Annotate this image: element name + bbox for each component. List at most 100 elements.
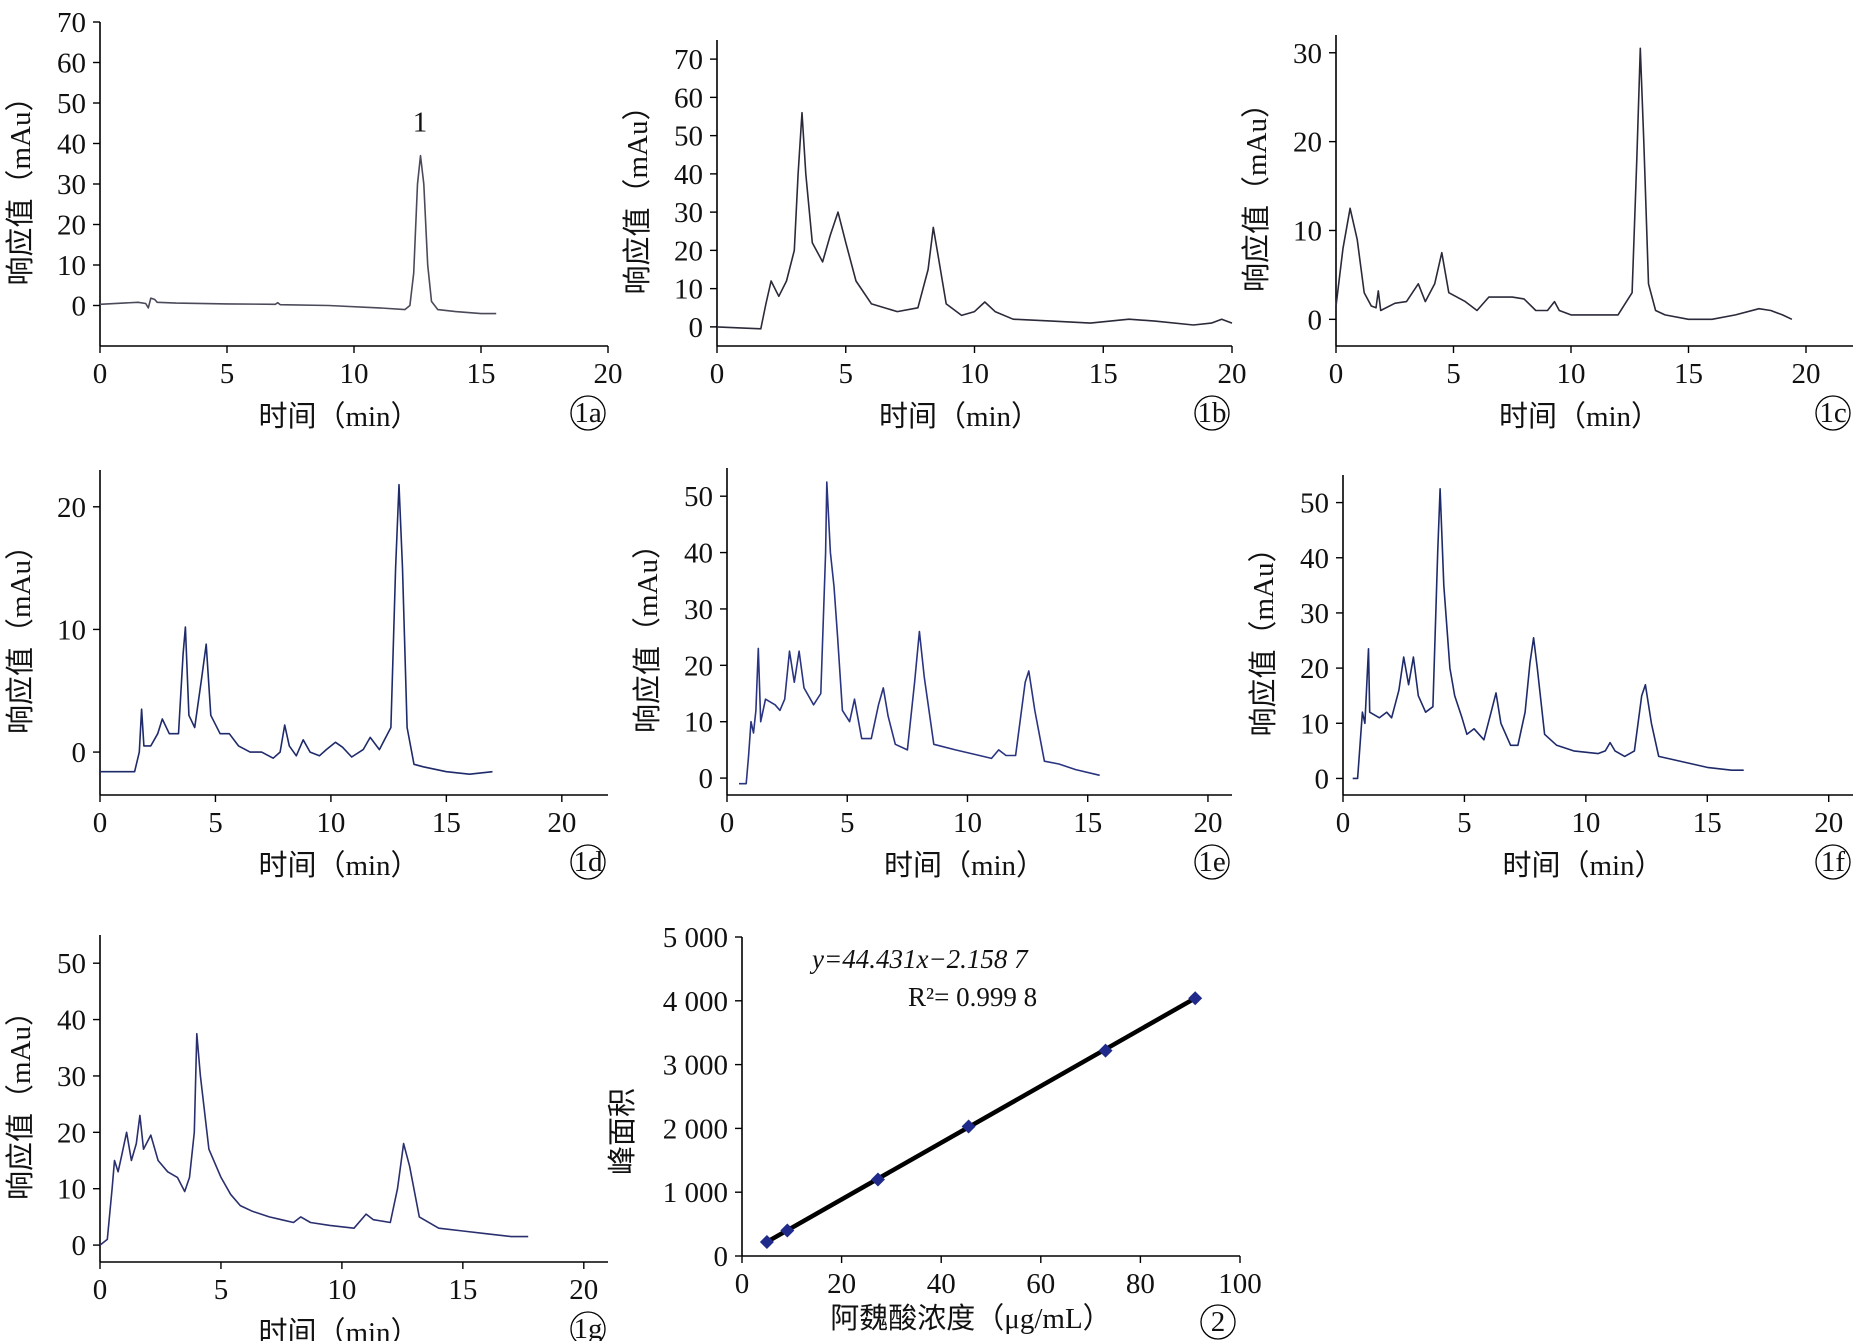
x-tick-label: 20 — [827, 1268, 856, 1300]
y-tick-label: 0 — [72, 737, 87, 769]
y-axis-label: 响应值（mAu） — [631, 530, 664, 733]
y-tick-label: 10 — [684, 707, 713, 739]
y-tick-label: 0 — [72, 291, 87, 323]
chromatogram-1d: 0 5 10 15 20 0 10 20 时间（min） 响应值（mAu） 1d — [4, 470, 608, 882]
y-tick-label: 40 — [674, 159, 703, 191]
x-tick-label: 15 — [1073, 807, 1102, 839]
y-tick-label: 10 — [57, 250, 86, 282]
x-tick-label: 15 — [467, 358, 496, 390]
data-point — [961, 1119, 976, 1134]
peak-label: 1 — [413, 106, 428, 138]
x-tick-label: 10 — [1571, 807, 1600, 839]
y-axis-label: 响应值（mAu） — [1240, 89, 1273, 292]
panel-label: 1g — [574, 1313, 603, 1341]
panel-label: 1e — [1198, 846, 1225, 878]
x-tick-label: 0 — [710, 358, 725, 390]
x-tick-label: 5 — [1446, 358, 1461, 390]
x-tick-label: 20 — [594, 358, 623, 390]
regression-line — [765, 996, 1197, 1244]
x-tick-label: 10 — [316, 807, 345, 839]
y-tick-label: 20 — [674, 235, 703, 267]
x-axis-label: 时间（min） — [879, 400, 1040, 433]
panel-label: 1b — [1198, 397, 1227, 429]
y-tick-label: 0 — [699, 763, 714, 795]
x-tick-label: 10 — [960, 358, 989, 390]
x-tick-label: 5 — [220, 358, 235, 390]
chromatogram-1c: 0 5 10 15 20 0 10 20 30 时间（min） 响应值（mAu） 1c — [1240, 35, 1853, 433]
y-tick-label: 60 — [57, 48, 86, 80]
panel-label: 1a — [574, 397, 602, 429]
panel-label: 1d — [574, 846, 604, 878]
y-tick-label: 3 000 — [663, 1050, 728, 1082]
data-point — [870, 1172, 885, 1187]
chromatogram-1f: 0 5 10 15 20 0 10 20 30 40 50 时间（min） 响应值（mAu） 1f — [1247, 475, 1853, 882]
x-tick-label: 0 — [1336, 807, 1351, 839]
y-tick-label: 10 — [1293, 215, 1322, 247]
y-tick-label: 20 — [684, 650, 713, 682]
panel-label-circle — [570, 1311, 606, 1341]
y-tick-label: 40 — [57, 1005, 86, 1037]
r-squared-label: R²= 0.999 8 — [908, 982, 1037, 1012]
x-axis-label: 时间（min） — [1502, 849, 1663, 882]
chromatogram-1a: 0 5 10 15 20 0 10 20 30 40 50 60 70 时间（min） 响应值（mAu） 1a… — [4, 7, 623, 433]
y-axis-label: 响应值（mAu） — [621, 91, 654, 294]
x-tick-label: 15 — [1089, 358, 1118, 390]
x-tick-label: 15 — [432, 807, 461, 839]
data-point — [759, 1234, 774, 1249]
x-tick-label: 60 — [1026, 1268, 1055, 1300]
panel-label-circle — [1815, 395, 1851, 431]
y-tick-label: 10 — [57, 614, 86, 646]
x-tick-label: 100 — [1218, 1268, 1262, 1300]
x-tick-label: 20 — [1792, 358, 1821, 390]
panel-label: 1f — [1821, 846, 1846, 878]
chromatogram-trace — [99, 1032, 529, 1246]
panel-label-circle — [1200, 1304, 1236, 1340]
x-tick-label: 15 — [448, 1274, 477, 1306]
chromatogram-trace — [99, 154, 497, 315]
y-axis-label: 响应值（mAu） — [4, 82, 37, 285]
data-point — [1188, 991, 1203, 1006]
x-tick-label: 10 — [327, 1274, 356, 1306]
x-tick-label: 10 — [1557, 358, 1586, 390]
x-tick-label: 0 — [93, 358, 108, 390]
x-tick-label: 0 — [93, 807, 108, 839]
x-tick-label: 15 — [1693, 807, 1722, 839]
y-tick-label: 50 — [57, 948, 86, 980]
y-tick-label: 5 000 — [663, 922, 728, 954]
y-tick-label: 1 000 — [663, 1177, 728, 1209]
panel-label-circle — [570, 395, 606, 431]
y-tick-label: 40 — [684, 538, 713, 570]
panel-label-circle — [570, 844, 606, 880]
y-tick-label: 20 — [57, 1117, 86, 1149]
panel-label: 1c — [1819, 397, 1846, 429]
x-axis-label: 时间（min） — [1499, 400, 1660, 433]
y-tick-label: 50 — [684, 481, 713, 513]
y-tick-label: 0 — [714, 1241, 729, 1273]
regression-equation: y=44.431x−2.158 7 — [809, 944, 1029, 974]
x-tick-label: 20 — [1814, 807, 1843, 839]
y-tick-label: 30 — [674, 197, 703, 229]
y-tick-label: 4 000 — [663, 986, 728, 1018]
panel-label-circle — [1815, 844, 1851, 880]
y-tick-label: 70 — [57, 7, 86, 39]
x-axis-label: 时间（min） — [884, 849, 1045, 882]
chromatogram-trace — [1352, 488, 1744, 780]
x-tick-label: 20 — [547, 807, 576, 839]
y-tick-label: 30 — [1300, 598, 1329, 630]
x-tick-label: 20 — [1193, 807, 1222, 839]
y-tick-label: 0 — [1315, 763, 1330, 795]
x-tick-label: 0 — [720, 807, 735, 839]
calibration-curve-chart: y=44.431x−2.158 7 R²= 0.999 8 0 20 40 60 80 1… — [606, 922, 1262, 1340]
y-tick-label: 40 — [57, 129, 86, 161]
y-tick-label: 50 — [674, 121, 703, 153]
y-tick-label: 2 000 — [663, 1113, 728, 1145]
chromatogram-trace — [739, 481, 1100, 785]
y-tick-label: 10 — [57, 1174, 86, 1206]
x-tick-label: 10 — [953, 807, 982, 839]
x-tick-label: 0 — [93, 1274, 108, 1306]
data-point — [780, 1223, 795, 1238]
y-tick-label: 50 — [57, 88, 86, 120]
y-axis-label: 响应值（mAu） — [1247, 533, 1280, 736]
x-tick-label: 5 — [839, 358, 854, 390]
